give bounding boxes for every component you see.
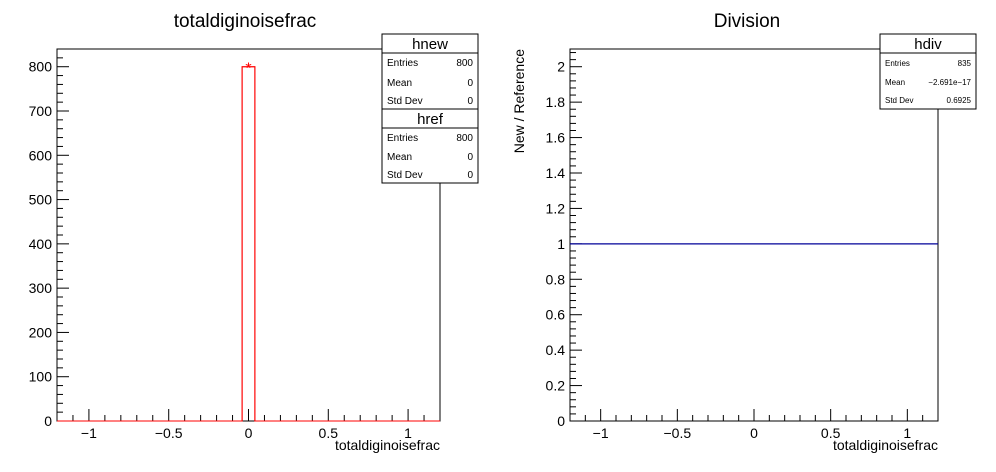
right-y-tick-label: 1.2	[546, 200, 566, 216]
hnew-mean-label: Mean	[387, 78, 412, 89]
hnew-stats-title: hnew	[412, 36, 448, 53]
left-y-tick-label: 300	[29, 280, 53, 296]
left-y-tick-label: 800	[29, 59, 53, 75]
right-chart-title: Division	[714, 11, 781, 32]
hdiv-stats-box: hdiv Entries 835 Mean −2.691e−17 Std Dev…	[879, 33, 977, 110]
href-stddev-label: Std Dev	[387, 170, 423, 181]
left-plot-area: −1 −0.5 0 0.5 1 0 100 200 300 400 500 600 700 800 *	[29, 48, 441, 441]
left-y-tick-label: 700	[29, 103, 53, 119]
href-mean-value: 0	[467, 152, 473, 163]
href-histogram-bar	[57, 66, 440, 422]
right-x-tick-label: −0.5	[664, 425, 692, 441]
right-pad: Division −1 −0.5 0 0.5 1 0 0.2 0.4 0.6 0.8 1 1.2 1.4…	[511, 11, 977, 453]
hdiv-stats-title: hdiv	[914, 36, 942, 53]
left-chart-title: totaldiginoisefrac	[174, 11, 317, 32]
hnew-stddev-value: 0	[467, 96, 473, 107]
href-entries-value: 800	[456, 133, 473, 144]
hnew-mean-value: 0	[467, 78, 473, 89]
right-x-tick-label: 1	[903, 425, 911, 441]
right-x-tick-label: 0	[750, 425, 758, 441]
right-x-tick-label: 0.5	[821, 425, 841, 441]
hnew-entries-value: 800	[456, 58, 473, 69]
hdiv-stddev-value: 0.6925	[947, 96, 972, 105]
hdiv-mean-label: Mean	[885, 78, 905, 87]
right-y-tick-label: 1.4	[546, 165, 566, 181]
left-y-tick-label: 200	[29, 324, 53, 340]
left-y-tick-label: 0	[44, 413, 52, 429]
href-mean-label: Mean	[387, 152, 412, 163]
right-y-tick-label: 0.2	[546, 378, 566, 394]
right-y-tick-label: 0	[557, 413, 565, 429]
hdiv-entries-value: 835	[958, 59, 972, 68]
right-y-tick-label: 1	[557, 236, 565, 252]
right-y-tick-label: 1.6	[546, 130, 566, 146]
href-stats-box: href Entries 800 Mean 0 Std Dev 0	[381, 108, 479, 184]
right-y-tick-label: 1.8	[546, 94, 566, 110]
left-y-tick-label: 400	[29, 236, 53, 252]
right-y-tick-label: 0.8	[546, 271, 566, 287]
left-y-tick-label: 500	[29, 192, 53, 208]
right-x-axis-label: totaldiginoisefrac	[833, 437, 938, 453]
right-y-axis-label: New / Reference	[511, 49, 527, 153]
right-x-tick-label: −1	[593, 425, 609, 441]
left-x-tick-label: 0	[245, 425, 253, 441]
left-x-tick-label: −1	[81, 425, 97, 441]
hdiv-entries-label: Entries	[885, 59, 910, 68]
left-x-tick-label: 0.5	[319, 425, 339, 441]
hnew-stats-box: hnew Entries 800 Mean 0 Std Dev 0	[381, 33, 479, 110]
left-y-tick-label: 600	[29, 147, 53, 163]
hnew-entries-label: Entries	[387, 58, 418, 69]
left-pad: totaldiginoisefrac −1 −0.5 0 0.5 1 0 100 200 300…	[29, 11, 479, 453]
left-y-tick-label: 100	[29, 369, 53, 385]
hnew-star-marker: *	[245, 61, 251, 78]
right-plot-area: −1 −0.5 0 0.5 1 0 0.2 0.4 0.6 0.8 1 1.2 1.4 1.6 1.8 2	[546, 48, 939, 441]
hdiv-stddev-label: Std Dev	[885, 96, 913, 105]
right-y-tick-label: 2	[557, 59, 565, 75]
right-y-tick-label: 0.6	[546, 307, 566, 323]
left-x-tick-label: −0.5	[155, 425, 183, 441]
right-y-tick-label: 0.4	[546, 342, 566, 358]
left-x-tick-label: 1	[404, 425, 412, 441]
left-x-axis-label: totaldiginoisefrac	[335, 437, 440, 453]
href-stddev-value: 0	[467, 170, 473, 181]
hnew-stddev-label: Std Dev	[387, 96, 423, 107]
href-stats-title: href	[417, 111, 444, 128]
href-entries-label: Entries	[387, 133, 418, 144]
hdiv-mean-value: −2.691e−17	[928, 78, 971, 87]
